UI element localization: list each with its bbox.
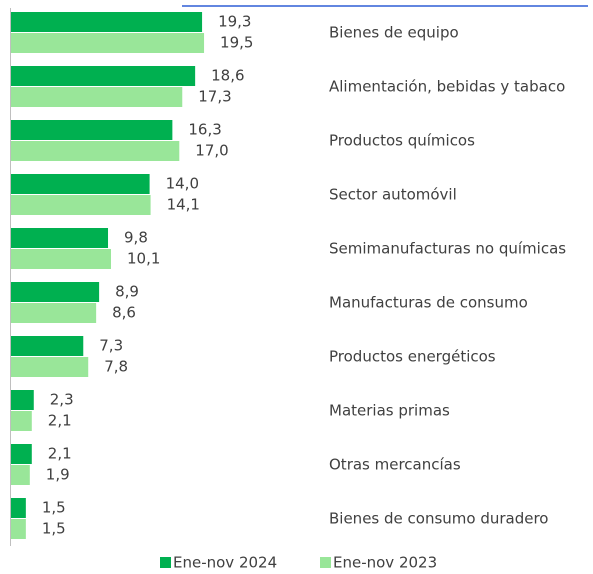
category-label: Alimentación, bebidas y tabaco [329,78,565,96]
bar [11,66,196,86]
legend-swatch [160,557,171,568]
category-label: Otras mercancías [329,456,461,474]
value-label: 8,6 [112,304,136,322]
bar [11,120,173,140]
bar [11,411,32,431]
value-label: 1,9 [46,466,70,484]
category-label: Productos energéticos [329,348,496,366]
bar [11,336,84,356]
value-label: 17,0 [195,142,228,160]
bar [11,141,180,161]
bar [11,498,26,518]
value-label: 18,6 [211,67,244,85]
value-label: 19,3 [218,13,251,31]
legend-label: Ene-nov 2023 [333,554,437,572]
value-label: 8,9 [115,283,139,301]
bar [11,282,100,302]
bar [11,195,151,215]
bar [11,249,111,269]
category-label: Productos químicos [329,132,475,150]
value-label: 7,8 [104,358,128,376]
bar [11,357,89,377]
value-label: 14,1 [167,196,200,214]
value-label: 7,3 [99,337,123,355]
value-label: 1,5 [42,499,66,517]
value-label: 14,0 [166,175,199,193]
category-label: Sector automóvil [329,186,457,204]
bar [11,390,34,410]
bar [11,174,150,194]
legend-swatch [320,557,331,568]
value-label: 9,8 [124,229,148,247]
value-label: 2,1 [48,412,72,430]
bar [11,87,183,107]
category-label: Semimanufacturas no químicas [329,240,566,258]
bar [11,12,203,32]
value-label: 17,3 [198,88,231,106]
value-label: 16,3 [188,121,221,139]
legend-label: Ene-nov 2024 [173,554,277,572]
value-label: 10,1 [127,250,160,268]
bar [11,519,26,539]
value-label: 2,1 [48,445,72,463]
bar [11,33,205,53]
value-label: 2,3 [50,391,74,409]
category-label: Manufacturas de consumo [329,294,528,312]
value-label: 1,5 [42,520,66,538]
category-label: Bienes de consumo duradero [329,510,549,528]
bar [11,228,109,248]
category-label: Materias primas [329,402,450,420]
category-label: Bienes de equipo [329,24,459,42]
bar [11,444,32,464]
value-label: 19,5 [220,34,253,52]
bar [11,303,97,323]
bar [11,465,30,485]
